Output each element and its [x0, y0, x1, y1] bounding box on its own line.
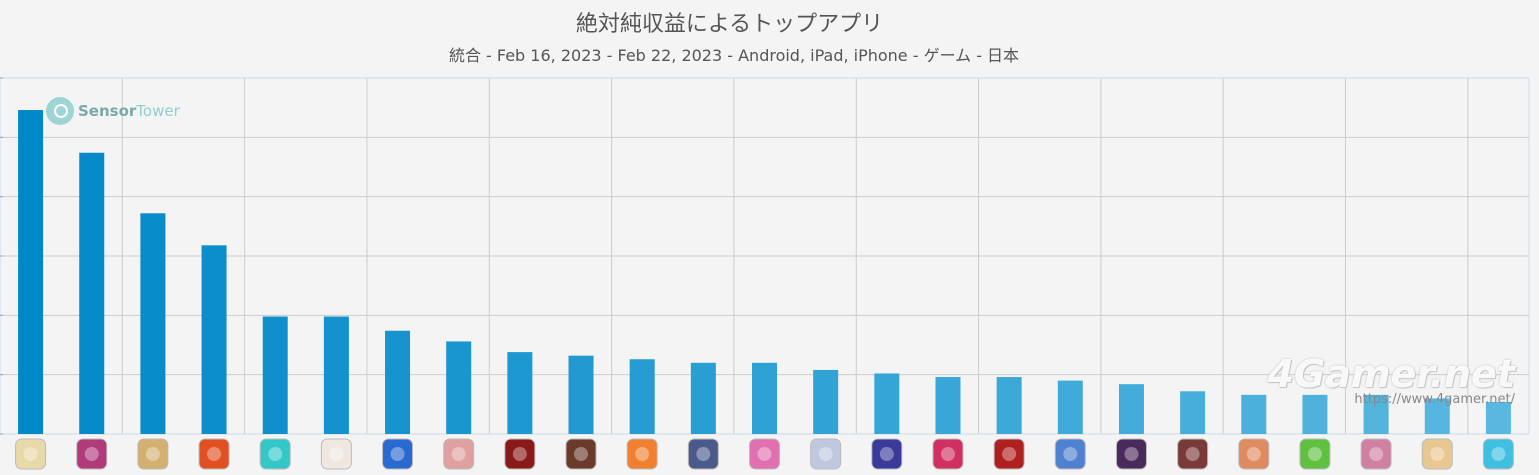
app-icon-24[interactable] [1421, 438, 1453, 470]
watermark-name: 4Gamer.net [1267, 352, 1515, 396]
bar[interactable] [1118, 384, 1144, 434]
app-icon-16[interactable] [932, 438, 964, 470]
app-icon-19[interactable] [1115, 438, 1147, 470]
bar[interactable] [935, 377, 961, 434]
bar[interactable] [1241, 394, 1267, 434]
app-icon-13[interactable] [749, 438, 780, 470]
app-icon-6[interactable] [320, 438, 352, 470]
bar[interactable] [1424, 398, 1450, 434]
bar[interactable] [446, 341, 472, 434]
bar[interactable] [996, 377, 1022, 434]
app-icon-21[interactable] [1238, 438, 1270, 470]
bar[interactable] [18, 110, 44, 434]
app-icon-8[interactable] [443, 438, 475, 470]
app-icon-25[interactable] [1482, 438, 1514, 470]
bar[interactable] [201, 245, 227, 434]
app-icon-18[interactable] [1054, 438, 1086, 470]
app-icon-14[interactable] [810, 438, 842, 470]
bar[interactable] [79, 152, 105, 434]
bar[interactable] [140, 213, 166, 434]
bar[interactable] [1363, 394, 1389, 434]
watermark: 4Gamer.net https://www.4gamer.net/ [1268, 352, 1515, 407]
app-icon-7[interactable] [382, 438, 414, 470]
bar[interactable] [690, 362, 716, 434]
app-icon-20[interactable] [1177, 438, 1209, 470]
bars [18, 110, 1511, 434]
app-icon-11[interactable] [626, 438, 658, 470]
app-icon-15[interactable] [871, 438, 903, 470]
sensortower-logo: SensorTower [46, 97, 180, 125]
bar[interactable] [568, 355, 594, 434]
app-icon-2[interactable] [76, 438, 108, 470]
category-icons [15, 438, 1514, 470]
chart-title: 絶対純収益によるトップアプリ [575, 12, 884, 37]
app-icon-4[interactable] [198, 438, 230, 470]
bar[interactable] [323, 316, 349, 434]
app-icon-12[interactable] [687, 438, 719, 470]
sensortower-logo-icon [46, 97, 74, 125]
chart-subtitle: 統合 - Feb 16, 2023 - Feb 22, 2023 - Andro… [448, 46, 1020, 65]
bar[interactable] [629, 359, 655, 434]
app-icon-1[interactable] [15, 438, 47, 470]
app-icon-22[interactable] [1299, 438, 1331, 470]
bar[interactable] [1180, 391, 1206, 434]
app-icon-5[interactable] [259, 438, 291, 470]
app-icon-17[interactable] [993, 438, 1025, 470]
app-icon-10[interactable] [565, 438, 597, 470]
watermark-url: https://www.4gamer.net/ [1354, 392, 1515, 407]
bar[interactable] [507, 352, 533, 434]
brand-name-light: Tower [136, 102, 180, 120]
bar[interactable] [1057, 380, 1083, 434]
bar[interactable] [874, 373, 900, 434]
app-icon-9[interactable] [504, 438, 536, 470]
bar[interactable] [1302, 394, 1328, 434]
bar[interactable] [262, 316, 288, 434]
bar[interactable] [1485, 401, 1511, 434]
app-icon-23[interactable] [1360, 438, 1392, 470]
app-icon-3[interactable] [137, 438, 169, 470]
bar[interactable] [752, 362, 777, 434]
bar[interactable] [385, 330, 411, 434]
bar[interactable] [813, 369, 839, 434]
brand-name-bold: Sensor [78, 102, 137, 120]
